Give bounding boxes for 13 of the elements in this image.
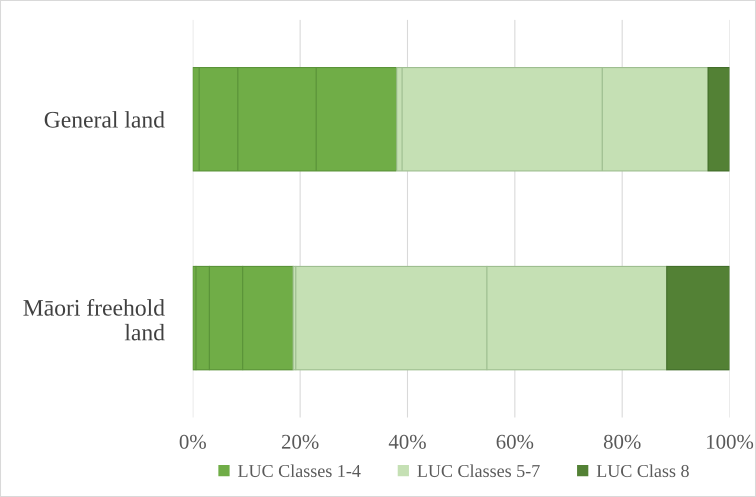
bar xyxy=(708,67,730,172)
legend-label: LUC Class 8 xyxy=(596,464,689,478)
legend-label: LUC Classes 5-7 xyxy=(417,464,540,478)
legend-label: LUC Classes 1-4 xyxy=(238,464,361,478)
x-tick-label: 100% xyxy=(707,434,754,449)
x-tick-label: 80% xyxy=(604,434,641,449)
x-tick-label: 60% xyxy=(496,434,534,449)
bar xyxy=(666,266,730,370)
x-tick-label: 20% xyxy=(282,434,319,449)
y-tick-label: General land xyxy=(44,111,165,128)
x-tick-label: 40% xyxy=(388,434,426,449)
x-tick-label: 0% xyxy=(180,434,206,449)
y-tick-label: Māori freehold land xyxy=(23,298,165,340)
